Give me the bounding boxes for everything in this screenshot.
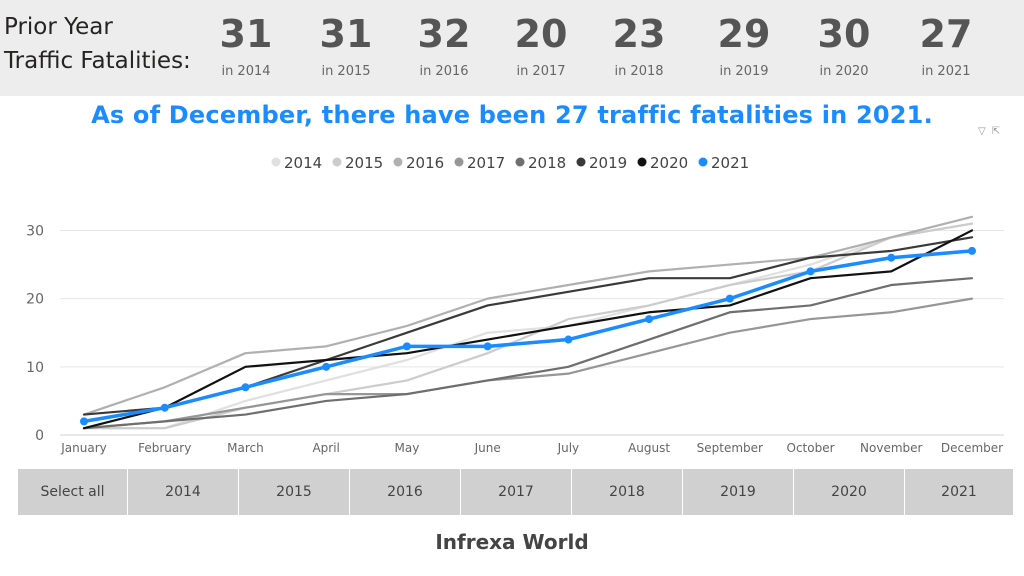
kpi-bar: Prior Year Traffic Fatalities: 31 in 201… xyxy=(0,0,1024,96)
kpi-year-label: in 2021 xyxy=(921,64,971,79)
data-point xyxy=(645,315,654,324)
slicer-option[interactable]: 2021 xyxy=(905,469,1014,515)
legend-label: 2017 xyxy=(467,154,505,172)
data-point xyxy=(322,362,331,371)
data-point xyxy=(160,403,169,412)
legend-label: 2014 xyxy=(284,154,322,172)
kpi-year-label: in 2014 xyxy=(221,64,271,79)
kpi-year-label: in 2017 xyxy=(516,64,566,79)
legend-marker xyxy=(393,157,403,167)
data-point xyxy=(887,253,896,262)
footer-brand: Infrexa World xyxy=(435,530,589,554)
data-point xyxy=(80,417,88,426)
x-tick-label: March xyxy=(227,441,264,455)
x-tick-label: December xyxy=(941,441,1003,455)
series-line xyxy=(82,229,974,430)
legend-marker xyxy=(271,157,281,167)
expand-icon[interactable]: ⇱ xyxy=(991,126,1001,137)
series-line xyxy=(82,249,974,424)
kpi-value: 31 xyxy=(219,12,273,56)
kpi-value: 20 xyxy=(514,12,568,56)
kpi-value: 27 xyxy=(919,12,973,56)
series-line xyxy=(82,215,974,416)
legend-marker xyxy=(515,157,525,167)
slicer-option[interactable]: 2019 xyxy=(683,469,794,515)
legend-label: 2015 xyxy=(345,154,383,172)
line-chart: 0 10 20 30 January February March April May June J… xyxy=(26,154,1004,455)
legend-marker xyxy=(454,157,464,167)
legend-label: 2019 xyxy=(589,154,627,172)
legend-marker xyxy=(332,157,342,167)
x-tick-label: July xyxy=(557,441,580,455)
slicer-option[interactable]: 2017 xyxy=(461,469,572,515)
data-point xyxy=(402,342,411,351)
x-tick-label: October xyxy=(787,441,835,455)
y-tick-label: 20 xyxy=(26,292,44,308)
year-slicer: Select all 2014 2015 2016 2017 2018 2019 2020 20… xyxy=(18,469,1014,515)
legend-label: 2018 xyxy=(528,154,566,172)
slicer-option[interactable]: 2020 xyxy=(794,469,905,515)
kpi-card-2015: 31 in 2015 xyxy=(296,12,396,79)
x-tick-label: January xyxy=(60,441,107,455)
kpi-card-2018: 23 in 2018 xyxy=(589,12,689,79)
slicer-option[interactable]: 2016 xyxy=(350,469,461,515)
y-tick-label: 30 xyxy=(26,223,44,239)
headline: As of December, there have been 27 traff… xyxy=(91,101,933,129)
kpi-year-label: in 2019 xyxy=(719,64,769,79)
legend-label: 2021 xyxy=(711,154,749,172)
series-line xyxy=(82,236,974,416)
kpi-value: 32 xyxy=(417,12,471,56)
y-tick-label: 10 xyxy=(26,360,44,376)
legend-marker xyxy=(576,157,586,167)
x-tick-label: May xyxy=(395,441,420,455)
data-point xyxy=(241,383,250,392)
series-line xyxy=(82,222,974,430)
data-point xyxy=(564,335,573,344)
kpi-card-2014: 31 in 2014 xyxy=(196,12,296,79)
data-point xyxy=(725,294,734,303)
x-tick-label: February xyxy=(138,441,191,455)
x-tick-label: August xyxy=(628,441,670,455)
kpi-value: 31 xyxy=(319,12,373,56)
x-tick-label: November xyxy=(860,441,922,455)
series-line xyxy=(82,277,974,430)
kpi-value: 23 xyxy=(612,12,666,56)
series-line xyxy=(82,297,974,430)
x-tick-label: June xyxy=(474,441,501,455)
kpi-card-2017: 20 in 2017 xyxy=(491,12,591,79)
kpi-value: 29 xyxy=(717,12,771,56)
kpi-year-label: in 2018 xyxy=(614,64,664,79)
x-tick-label: April xyxy=(312,441,339,455)
slicer-option[interactable]: 2015 xyxy=(239,469,350,515)
data-point xyxy=(483,342,492,351)
chart-visual-header: ▽ ⇱ xyxy=(978,126,1006,137)
kpi-card-2021: 27 in 2021 xyxy=(896,12,996,79)
kpi-card-2020: 30 in 2020 xyxy=(794,12,894,79)
kpi-year-label: in 2016 xyxy=(419,64,469,79)
kpi-card-2016: 32 in 2016 xyxy=(394,12,494,79)
filter-icon[interactable]: ▽ xyxy=(978,126,986,137)
data-point xyxy=(968,246,976,255)
slicer-select-all[interactable]: Select all xyxy=(18,469,128,515)
kpi-value: 30 xyxy=(817,12,871,56)
kpi-year-label: in 2015 xyxy=(321,64,371,79)
slicer-option[interactable]: 2014 xyxy=(128,469,239,515)
legend-label: 2016 xyxy=(406,154,444,172)
y-tick-label: 0 xyxy=(35,428,44,444)
kpi-card-2019: 29 in 2019 xyxy=(694,12,794,79)
data-point xyxy=(806,267,815,276)
legend-label: 2020 xyxy=(650,154,688,172)
legend-marker xyxy=(698,157,708,167)
series-line xyxy=(82,222,974,430)
x-tick-label: September xyxy=(697,441,763,455)
legend-marker xyxy=(637,157,647,167)
slicer-option[interactable]: 2018 xyxy=(572,469,683,515)
kpi-title: Prior Year Traffic Fatalities: xyxy=(4,14,191,74)
kpi-year-label: in 2020 xyxy=(819,64,869,79)
